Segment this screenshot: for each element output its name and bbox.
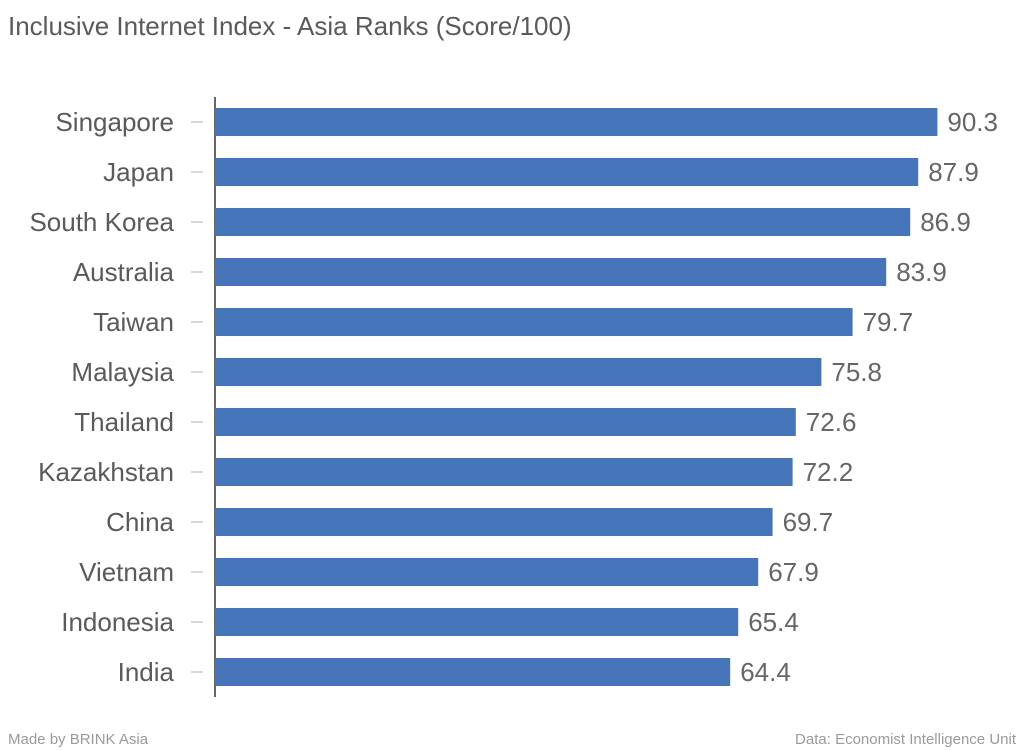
y-tick-label: South Korea: [29, 207, 174, 237]
bar: [215, 408, 796, 436]
bar: [215, 208, 911, 236]
chart-title: Inclusive Internet Index - Asia Ranks (S…: [8, 11, 572, 41]
value-label: 79.7: [863, 307, 914, 337]
bar: [215, 458, 793, 486]
value-label: 83.9: [896, 257, 947, 287]
y-tick-label: Kazakhstan: [38, 457, 174, 487]
y-tick-label: Japan: [103, 157, 174, 187]
value-label: 86.9: [920, 207, 971, 237]
bar: [215, 308, 853, 336]
value-label: 67.9: [768, 557, 819, 587]
value-label: 90.3: [947, 107, 998, 137]
bar: [215, 158, 919, 186]
y-tick-label: Singapore: [55, 107, 174, 137]
value-label: 75.8: [831, 357, 882, 387]
value-label: 69.7: [783, 507, 834, 537]
value-label: 72.2: [803, 457, 854, 487]
y-tick-label: Vietnam: [79, 557, 174, 587]
bar: [215, 358, 822, 386]
credit: Made by BRINK Asia: [8, 731, 149, 748]
value-label: 65.4: [748, 607, 799, 637]
bar: [215, 258, 887, 286]
y-tick-label: China: [106, 507, 174, 537]
bar: [215, 658, 731, 686]
y-tick-label: Malaysia: [71, 357, 174, 387]
y-tick-label: Indonesia: [61, 607, 174, 637]
bar: [215, 508, 773, 536]
source: Data: Economist Intelligence Unit: [795, 731, 1017, 748]
value-label: 72.6: [806, 407, 857, 437]
bar: [215, 558, 759, 586]
value-label: 64.4: [740, 657, 791, 687]
bar: [215, 608, 739, 636]
value-label: 87.9: [928, 157, 979, 187]
y-tick-label: Taiwan: [93, 307, 174, 337]
y-tick-label: Thailand: [74, 407, 174, 437]
bar: [215, 108, 938, 136]
y-tick-label: Australia: [73, 257, 175, 287]
y-tick-label: India: [118, 657, 175, 687]
